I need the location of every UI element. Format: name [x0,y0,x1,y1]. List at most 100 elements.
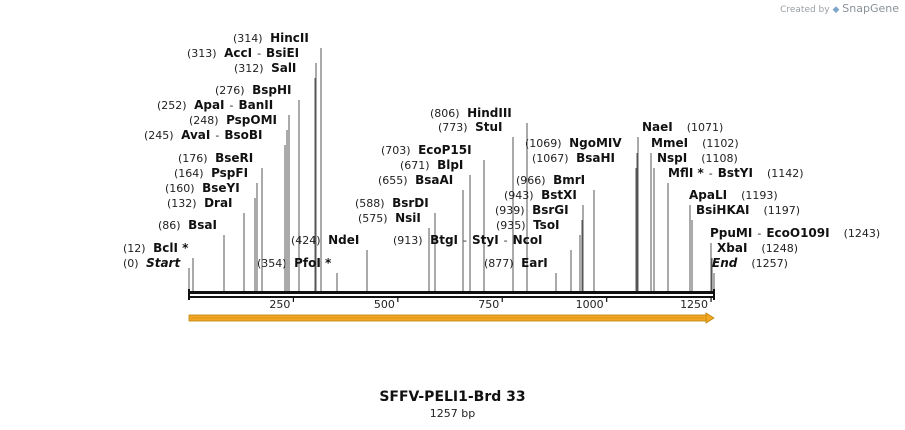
restriction-site[interactable]: PpuMI - EcoO109I (1243) [710,226,880,240]
site-label[interactable]: (877) EarI [484,256,548,270]
restriction-site[interactable]: (913) BtgI - StyI - NcoI [393,233,543,247]
site-label[interactable]: End (1257) [712,256,788,270]
restriction-site[interactable]: End (1257) [712,256,788,270]
feature-arrow[interactable] [188,312,715,324]
restriction-site[interactable]: (276) BspHI [215,83,291,97]
restriction-site[interactable]: (1069) NgoMIV [525,136,622,150]
restriction-site[interactable]: (313) AccI - BsiEI [187,46,299,60]
restriction-site[interactable]: (176) BseRI [178,151,253,165]
site-label[interactable]: (966) BmrI [516,173,585,187]
restriction-site[interactable]: (314) HincII [233,31,309,45]
feature-arrow-head[interactable] [705,312,715,324]
site-name: BtgI [430,233,458,247]
site-label[interactable]: (671) BlpI [400,158,463,172]
restriction-site[interactable]: (86) BsaI [158,218,217,232]
site-separator: - [757,227,761,240]
site-name: BsiHKAI [696,203,750,217]
backbone-bottom-strand [189,296,714,298]
site-label[interactable]: NspI (1108) [657,151,738,165]
restriction-site[interactable]: (877) EarI [484,256,548,270]
site-name: PspFI [211,166,248,180]
restriction-site[interactable]: (12) BclI * [123,241,189,255]
site-label[interactable]: (164) PspFI [174,166,248,180]
restriction-site[interactable]: (132) DraI [167,196,233,210]
site-label[interactable]: (575) NsiI [358,211,421,225]
restriction-site[interactable]: XbaI (1248) [717,241,798,255]
site-label[interactable]: NaeI (1071) [642,120,723,134]
site-label[interactable]: (943) BstXI [504,188,577,202]
restriction-site[interactable]: (424) NdeI [291,233,359,247]
restriction-site[interactable]: (160) BseYI [165,181,240,195]
site-position: (1142) [767,167,804,180]
site-label[interactable]: (424) NdeI [291,233,359,247]
site-label[interactable]: (773) StuI [438,120,502,134]
restriction-site[interactable]: MflI * - BstYI (1142) [668,166,804,180]
site-label[interactable]: (312) SalI [234,61,296,75]
site-name: BsaHI [576,151,615,165]
site-label[interactable]: (313) AccI - BsiEI [187,46,299,60]
site-label[interactable]: (1067) BsaHI [532,151,615,165]
site-label[interactable]: MmeI (1102) [651,136,739,150]
site-position: (1071) [687,121,724,134]
site-label[interactable]: ApaLI (1193) [689,188,778,202]
restriction-site[interactable]: NspI (1108) [657,151,738,165]
site-label[interactable]: (655) BsaAI [378,173,453,187]
site-label[interactable]: (354) PfoI * [257,256,332,270]
restriction-site[interactable]: (0) Start [123,256,181,270]
restriction-site[interactable]: (935) TsoI [496,218,560,232]
site-label[interactable]: (939) BsrGI [495,203,569,217]
restriction-site[interactable]: (575) NsiI [358,211,421,225]
site-label[interactable]: (132) DraI [167,196,233,210]
restriction-site[interactable]: (943) BstXI [504,188,577,202]
restriction-site[interactable]: (966) BmrI [516,173,585,187]
site-name: XbaI [717,241,747,255]
site-position: (943) [504,189,537,202]
restriction-site[interactable]: (588) BsrDI [355,196,429,210]
site-label[interactable]: (806) HindIII [430,106,512,120]
site-label[interactable]: XbaI (1248) [717,241,798,255]
site-label[interactable]: (314) HincII [233,31,309,45]
site-label[interactable]: (176) BseRI [178,151,253,165]
restriction-site[interactable]: (655) BsaAI [378,173,453,187]
site-label[interactable]: (703) EcoP15I [381,143,472,157]
restriction-site[interactable]: (245) AvaI - BsoBI [144,128,262,142]
restriction-site[interactable]: (703) EcoP15I [381,143,472,157]
restriction-site[interactable]: (354) PfoI * [257,256,332,270]
restriction-site[interactable]: ApaLI (1193) [689,188,778,202]
restriction-site[interactable]: MmeI (1102) [651,136,739,150]
site-position: (1108) [701,152,738,165]
site-label[interactable]: PpuMI - EcoO109I (1243) [710,226,880,240]
site-label[interactable]: BsiHKAI (1197) [696,203,800,217]
restriction-site[interactable]: (252) ApaI - BanII [157,98,273,112]
site-label[interactable]: (276) BspHI [215,83,291,97]
restriction-site[interactable]: (164) PspFI [174,166,248,180]
site-label[interactable]: (12) BclI * [123,241,189,255]
site-label[interactable]: (252) ApaI - BanII [157,98,273,112]
site-label[interactable]: (1069) NgoMIV [525,136,622,150]
restriction-site[interactable]: (312) SalI [234,61,296,75]
site-label[interactable]: (248) PspOMI [189,113,277,127]
site-label[interactable]: (245) AvaI - BsoBI [144,128,262,142]
restriction-site[interactable]: (773) StuI [438,120,502,134]
axis-tick-label: 750 [478,298,499,311]
restriction-site[interactable]: (248) PspOMI [189,113,277,127]
site-position: (1248) [761,242,798,255]
credit-brand: SnapGene [842,2,899,15]
site-label[interactable]: (913) BtgI - StyI - NcoI [393,233,543,247]
site-position: (424) [291,234,324,247]
restriction-site[interactable]: NaeI (1071) [642,120,723,134]
site-label[interactable]: (588) BsrDI [355,196,429,210]
site-label[interactable]: (160) BseYI [165,181,240,195]
axis-tick-label: 1000 [576,298,604,311]
site-name: BsrGI [532,203,569,217]
restriction-site[interactable]: (806) HindIII [430,106,512,120]
restriction-site[interactable]: (671) BlpI [400,158,463,172]
site-label[interactable]: (935) TsoI [496,218,560,232]
restriction-site[interactable]: BsiHKAI (1197) [696,203,800,217]
site-position: (276) [215,84,248,97]
site-label[interactable]: (86) BsaI [158,218,217,232]
restriction-site[interactable]: (939) BsrGI [495,203,569,217]
site-label[interactable]: (0) Start [123,256,181,270]
site-label[interactable]: MflI * - BstYI (1142) [668,166,804,180]
restriction-site[interactable]: (1067) BsaHI [532,151,615,165]
